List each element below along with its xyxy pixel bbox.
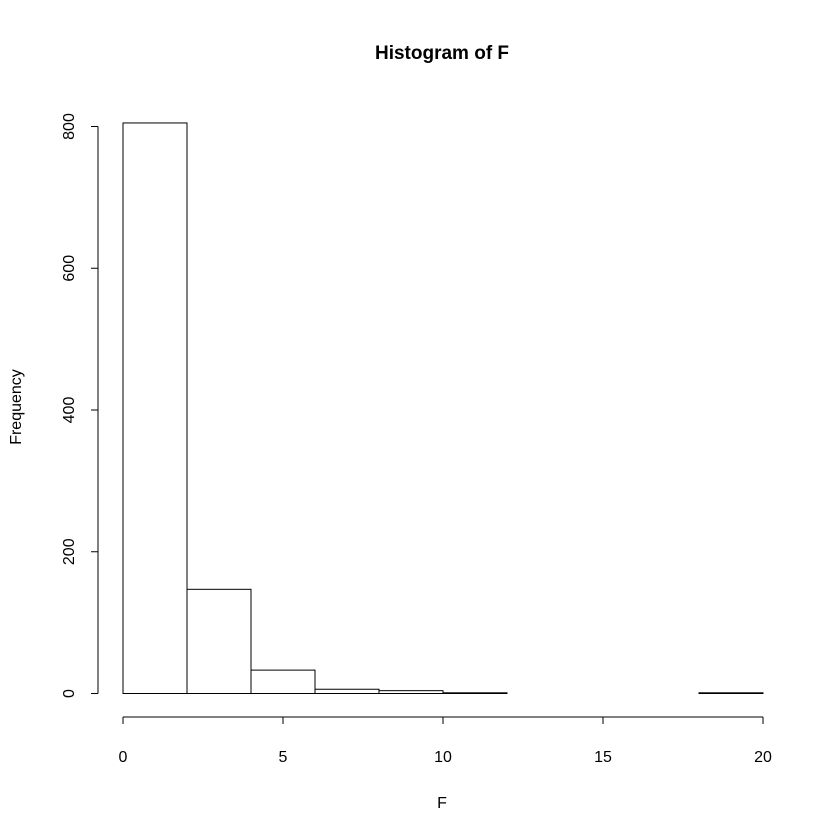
bars-group xyxy=(122,122,764,695)
histogram-bar xyxy=(250,669,316,695)
x-tick-label: 15 xyxy=(594,749,612,766)
x-tick-label: 10 xyxy=(434,749,452,766)
histogram-bar xyxy=(698,692,764,695)
histogram-bar xyxy=(314,688,380,694)
histogram-bar xyxy=(378,690,444,694)
y-axis-label: Frequency xyxy=(8,369,25,445)
y-tick-label: 0 xyxy=(61,689,78,698)
x-tick-label: 20 xyxy=(754,749,772,766)
chart-title: Histogram of F xyxy=(375,43,509,64)
histogram-bar xyxy=(122,122,188,695)
y-tick-label: 800 xyxy=(61,113,78,140)
y-tick-label: 400 xyxy=(61,397,78,424)
y-tick-label: 200 xyxy=(61,538,78,565)
y-axis: 0 200 400 600 800 xyxy=(61,113,99,698)
x-axis-label: F xyxy=(437,795,447,812)
y-tick-label: 600 xyxy=(61,255,78,282)
histogram-bar xyxy=(442,692,508,695)
x-axis: 0 5 10 15 20 xyxy=(119,716,772,766)
x-tick-label: 0 xyxy=(119,749,128,766)
x-tick-label: 5 xyxy=(279,749,288,766)
histogram-bar xyxy=(186,588,252,694)
